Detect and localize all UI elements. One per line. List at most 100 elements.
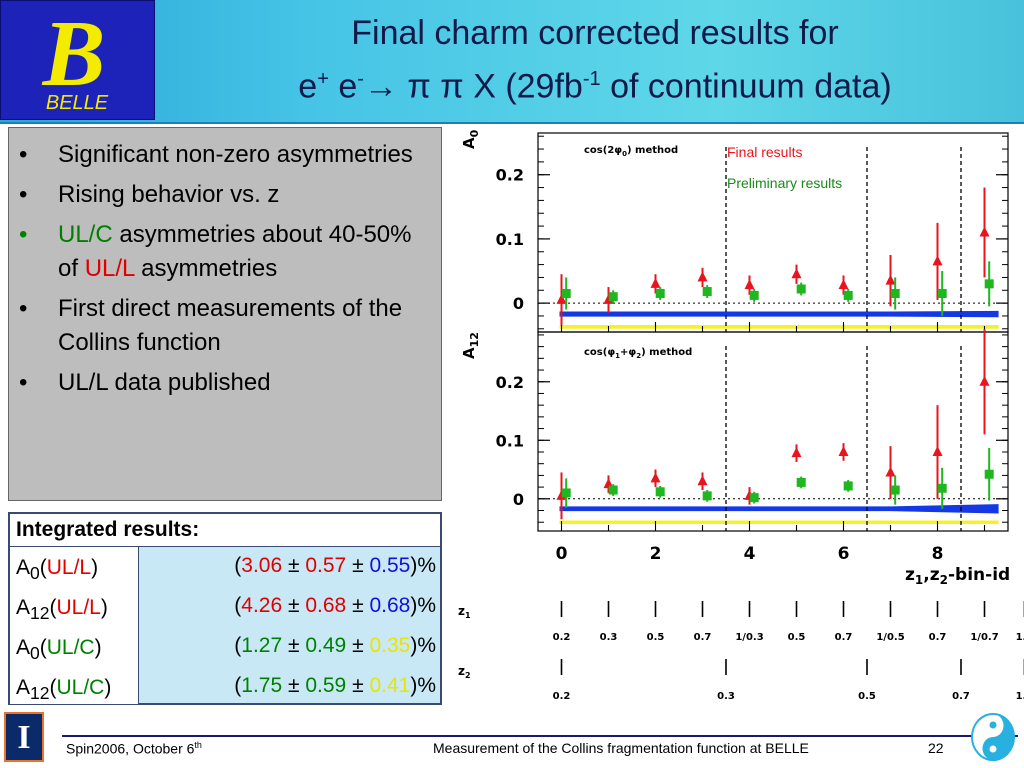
preliminary-result-point bbox=[843, 481, 853, 491]
belle-logo-letter: B bbox=[42, 2, 106, 106]
y-tick-label: 0.1 bbox=[496, 431, 524, 450]
panel-a0-label: A0 bbox=[460, 129, 481, 149]
belle-logo-text: BELLE bbox=[46, 92, 109, 114]
bullet-colored-text-2: UL/L bbox=[84, 255, 135, 282]
results-label: A0(UL/C) bbox=[16, 636, 102, 664]
panel-a12-label: A12 bbox=[460, 332, 481, 359]
results-label-column bbox=[10, 547, 139, 704]
systematic-band bbox=[559, 310, 999, 318]
title-plus: + bbox=[317, 68, 329, 90]
slide-title: Final charm corrected results for e+ e-→… bbox=[170, 10, 1020, 109]
y-tick-label: 0.1 bbox=[496, 230, 524, 249]
illinois-logo: I bbox=[4, 712, 44, 762]
chart-marks: 0 0.1 0.2 0 0.1 0.2 0 2 4 6 8 0.2 0.3 0.5 0.7 1/0.3 0.5 0… bbox=[496, 135, 1024, 702]
preliminary-result-point bbox=[561, 488, 571, 498]
bullet-item: • UL/L data published bbox=[19, 366, 433, 400]
preliminary-result-point bbox=[561, 288, 571, 298]
preliminary-result-point bbox=[937, 483, 947, 493]
illinois-logo-letter: I bbox=[17, 719, 31, 756]
final-result-point bbox=[650, 277, 661, 288]
y-tick-label: 0 bbox=[513, 294, 524, 313]
x-tick-label: 0 bbox=[556, 544, 568, 564]
systematic-band bbox=[559, 520, 999, 524]
y-tick-label: 0.2 bbox=[496, 373, 524, 392]
results-value: (3.06 ± 0.57 ± 0.55)% bbox=[234, 554, 436, 577]
title-tail: of continuum data) bbox=[610, 67, 892, 106]
preliminary-result-point bbox=[655, 288, 665, 298]
preliminary-result-point bbox=[796, 284, 806, 294]
bullet-item: • UL/C asymmetries about 40-50% of UL/L a… bbox=[19, 218, 433, 286]
title-line-2: e+ e-→ π π X (29fb-1 of continuum data) bbox=[170, 56, 1020, 109]
belle-logo: B BELLE bbox=[0, 0, 155, 120]
x-axis-title: z1,z2-bin-id bbox=[905, 565, 1010, 587]
preliminary-result-point bbox=[843, 290, 853, 300]
integrated-results-table: Integrated results: A0(UL/L) (3.06 ± 0.5… bbox=[8, 512, 442, 705]
panel-a12-method: cos(φ1+φ2) method bbox=[584, 347, 692, 360]
bullet-list: • Significant non-zero asymmetries • Risin… bbox=[9, 128, 441, 400]
results-value: (1.75 ± 0.59 ± 0.41)% bbox=[234, 674, 436, 697]
final-result-point bbox=[838, 445, 849, 456]
preliminary-result-point bbox=[796, 477, 806, 487]
final-result-point bbox=[791, 447, 802, 458]
bullet-dot: • bbox=[19, 181, 28, 208]
footer-page-number: 22 bbox=[928, 740, 944, 756]
bullet-dot: • bbox=[19, 295, 28, 322]
panel-a0-method: cos(2φ0) method bbox=[584, 145, 678, 158]
belle-logo-graphic: B BELLE bbox=[42, 2, 109, 114]
y-tick-label: 0.2 bbox=[496, 166, 524, 185]
x-tick-label: 8 bbox=[932, 544, 944, 564]
results-row: A12(UL/C) (1.75 ± 0.59 ± 0.41)% bbox=[10, 670, 440, 710]
legend-preliminary-results: Preliminary results bbox=[727, 175, 842, 191]
z1-tick-label: 1.0 bbox=[1016, 632, 1024, 643]
final-result-point bbox=[556, 293, 567, 304]
final-result-point bbox=[650, 472, 661, 483]
bullet-dot: • bbox=[19, 141, 28, 168]
final-result-point bbox=[838, 279, 849, 290]
preliminary-result-point bbox=[608, 292, 618, 302]
preliminary-result-point bbox=[984, 279, 994, 289]
z1-tick-label: 1/0.3 bbox=[735, 632, 763, 643]
z1-tick-label: 0.7 bbox=[835, 632, 853, 643]
bullet-item: • Rising behavior vs. z bbox=[19, 178, 433, 212]
bullet-item: • Significant non-zero asymmetries bbox=[19, 138, 433, 172]
bullet-text: UL/L data published bbox=[58, 369, 271, 396]
bullet-text: asymmetries about 40-50% of bbox=[58, 221, 412, 282]
systematic-band bbox=[559, 504, 999, 514]
results-row: A0(UL/C) (1.27 ± 0.49 ± 0.35)% bbox=[10, 630, 440, 670]
preliminary-result-point bbox=[702, 491, 712, 501]
title-pions: π π X (29fb bbox=[407, 67, 583, 106]
x-tick-label: 6 bbox=[838, 544, 850, 564]
z1-tick-label: 0.7 bbox=[694, 632, 712, 643]
bullet-text: Significant non-zero asymmetries bbox=[58, 141, 413, 168]
final-result-point bbox=[885, 274, 896, 285]
final-result-point bbox=[932, 255, 943, 266]
z2-tick-label: 0.2 bbox=[553, 691, 571, 702]
footer-talk-title: Measurement of the Collins fragmentation… bbox=[433, 740, 809, 756]
final-result-point bbox=[932, 445, 943, 456]
final-result-point bbox=[979, 226, 990, 237]
title-e: e bbox=[298, 67, 318, 106]
z1-tick-label: 1/0.7 bbox=[970, 632, 998, 643]
final-result-point bbox=[744, 279, 755, 290]
footer-divider bbox=[62, 735, 1018, 737]
z1-tick-label: 0.5 bbox=[647, 632, 665, 643]
z2-tick-label: 1.0 bbox=[1016, 691, 1024, 702]
final-result-point bbox=[885, 466, 896, 477]
z2-tick-label: 0.5 bbox=[858, 691, 876, 702]
x-tick-label: 2 bbox=[650, 544, 662, 564]
final-result-point bbox=[697, 271, 708, 282]
preliminary-result-point bbox=[749, 493, 759, 503]
bullet-colored-text: UL/C bbox=[58, 221, 113, 248]
results-label: A12(UL/L) bbox=[16, 596, 108, 624]
results-value: (4.26 ± 0.68 ± 0.68)% bbox=[234, 594, 436, 617]
preliminary-result-point bbox=[702, 287, 712, 297]
results-label: A0(UL/L) bbox=[16, 556, 99, 584]
bullet-dot: • bbox=[19, 369, 28, 396]
title-line-1: Final charm corrected results for bbox=[351, 14, 839, 52]
title-minus: - bbox=[357, 68, 364, 90]
systematic-band bbox=[559, 324, 999, 329]
z1-tick-label: 0.3 bbox=[600, 632, 618, 643]
footer-conference: Spin2006, October 6th bbox=[66, 740, 202, 757]
results-header: Integrated results: bbox=[10, 514, 440, 547]
panel-a12-frame bbox=[537, 331, 1009, 532]
